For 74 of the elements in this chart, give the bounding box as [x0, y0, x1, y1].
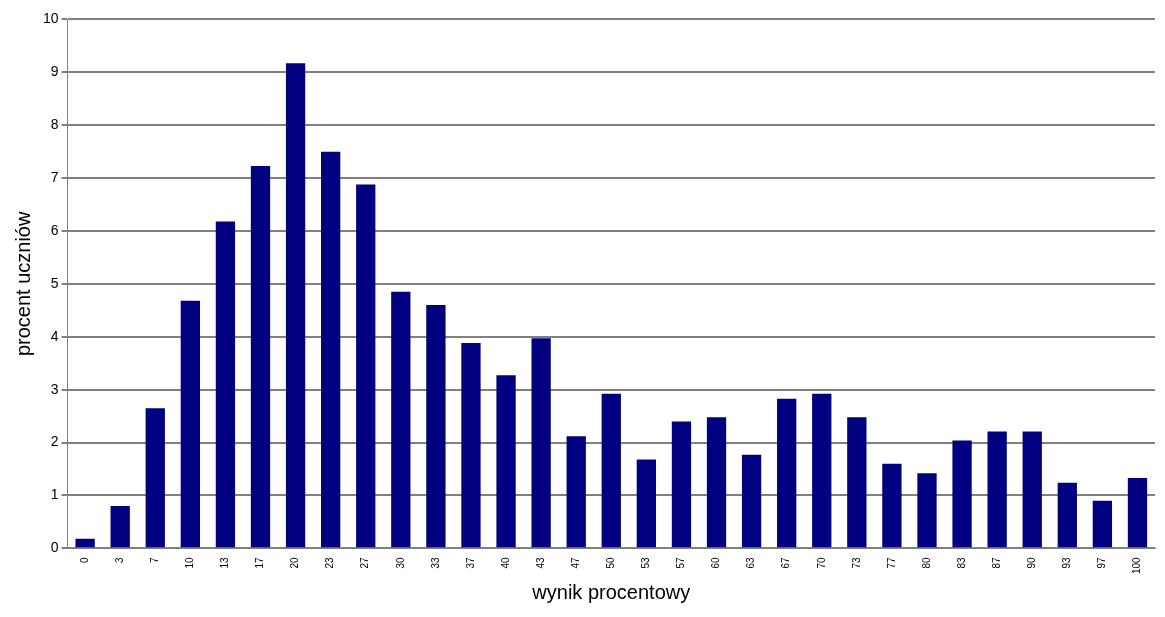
bar: [496, 375, 516, 548]
x-tick-label: 17: [254, 556, 266, 569]
x-tick-label: 53: [640, 556, 652, 569]
x-tick-label: 7: [149, 556, 161, 563]
x-tick-label: 90: [1025, 556, 1037, 569]
bar: [285, 63, 306, 548]
bar: [671, 421, 692, 548]
y-tick-label: 9: [50, 63, 59, 80]
bar: [426, 305, 446, 548]
x-tick-label: 80: [920, 556, 932, 569]
bar: [531, 338, 551, 548]
bar: [636, 459, 657, 548]
x-tick-label: 37: [464, 556, 476, 569]
bar: [145, 408, 165, 548]
y-tick-label: 4: [50, 327, 59, 344]
bar: [566, 436, 586, 548]
y-tick-label: 8: [50, 116, 59, 133]
y-axis-title: procent uczniów: [11, 211, 34, 357]
bar: [1057, 482, 1077, 548]
y-tick-label: 7: [50, 168, 59, 185]
bar: [812, 393, 832, 548]
x-tick-label: 33: [429, 556, 441, 569]
x-tick-label: 67: [780, 556, 792, 569]
x-tick-label: 83: [955, 556, 967, 569]
x-tick-label: 23: [324, 556, 336, 569]
x-tick-label: 93: [1061, 556, 1073, 569]
bar: [882, 463, 902, 548]
x-tick-label: 87: [990, 556, 1002, 569]
bar: [461, 343, 481, 548]
x-tick-label: 77: [885, 556, 897, 569]
bar: [321, 151, 341, 548]
bar: [110, 506, 130, 548]
x-tick-label: 27: [359, 556, 371, 569]
y-tick-label: 2: [50, 433, 59, 450]
x-tick-label: 43: [534, 556, 546, 569]
x-tick-label: 70: [815, 556, 827, 569]
x-tick-label: 50: [605, 556, 617, 569]
x-tick-label: 20: [289, 556, 301, 569]
x-tick-label: 73: [850, 556, 862, 569]
x-tick-label: 60: [710, 556, 722, 569]
x-tick-label: 57: [675, 556, 687, 569]
bar: [741, 454, 762, 548]
bar: [391, 291, 411, 548]
bar: [250, 165, 271, 548]
x-tick-label: 30: [394, 556, 406, 569]
x-tick-label: 0: [78, 556, 90, 563]
bar: [1092, 500, 1113, 548]
bar: [1022, 431, 1042, 548]
bar: [180, 300, 200, 548]
bar: [215, 221, 236, 548]
x-tick-label: 63: [745, 556, 757, 569]
bar: [777, 398, 797, 548]
x-axis-title: wynik procentowy: [531, 580, 691, 603]
bar: [706, 417, 727, 548]
y-tick-label: 5: [50, 274, 59, 291]
bar: [987, 431, 1007, 548]
bar: [847, 417, 867, 548]
y-tick-label: 1: [50, 486, 59, 503]
y-tick-label: 10: [42, 10, 59, 27]
x-tick-label: 10: [184, 556, 196, 569]
x-tick-label: 3: [113, 556, 125, 563]
bar: [356, 184, 376, 548]
bar: [75, 538, 95, 548]
bar: [917, 473, 937, 548]
y-tick-label: 3: [50, 380, 59, 397]
y-tick-label: 6: [50, 221, 59, 238]
bar: [601, 393, 621, 548]
bar: [1127, 477, 1148, 548]
x-tick-label: 13: [219, 556, 231, 569]
x-tick-label: 40: [499, 556, 511, 569]
bar: [952, 440, 972, 548]
x-tick-label: 100: [1131, 556, 1143, 574]
x-tick-label: 47: [569, 556, 581, 569]
x-tick-label: 97: [1096, 556, 1108, 569]
